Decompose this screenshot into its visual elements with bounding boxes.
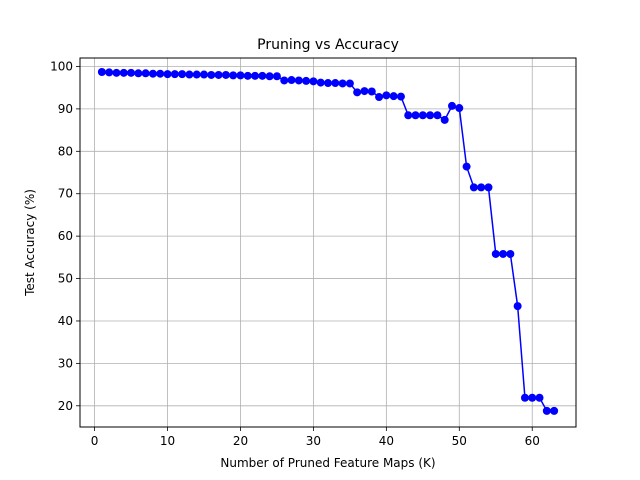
data-point — [127, 68, 136, 77]
data-point — [243, 71, 252, 80]
data-point — [411, 111, 420, 120]
grid — [80, 58, 576, 427]
x-tick-label: 50 — [452, 434, 467, 448]
series-layer — [97, 67, 559, 415]
data-point — [324, 79, 332, 88]
x-tick-label: 0 — [91, 434, 99, 448]
data-point — [192, 70, 201, 79]
data-point — [448, 101, 456, 110]
x-tick-label: 10 — [160, 434, 175, 448]
data-point — [513, 302, 522, 311]
data-point — [112, 68, 121, 77]
data-point — [214, 70, 223, 79]
data-point — [97, 67, 106, 76]
series-line — [101, 71, 555, 412]
data-point — [367, 87, 376, 96]
y-axis-ticks: 20 30 40 50 60 70 80 90 100 — [50, 59, 80, 413]
data-point — [163, 70, 172, 79]
data-point — [477, 183, 486, 192]
data-point — [185, 70, 194, 79]
data-point — [170, 70, 179, 79]
x-tick-label: 20 — [233, 434, 248, 448]
data-point — [229, 71, 238, 80]
data-point — [302, 76, 311, 85]
data-point — [134, 69, 143, 78]
data-point — [506, 249, 515, 258]
data-point — [382, 91, 391, 100]
data-point — [499, 249, 508, 258]
data-point — [280, 76, 289, 85]
data-point — [251, 71, 260, 80]
data-point — [294, 76, 303, 85]
data-point — [156, 69, 165, 78]
data-point — [542, 406, 551, 415]
data-point — [520, 393, 529, 402]
data-point — [440, 115, 449, 124]
data-point — [287, 76, 296, 85]
y-tick-label: 50 — [58, 272, 73, 286]
data-point — [389, 92, 398, 101]
data-point — [491, 249, 500, 258]
data-point — [258, 71, 267, 80]
y-tick-label: 40 — [58, 314, 73, 328]
data-point — [178, 70, 187, 79]
data-point — [331, 79, 340, 88]
data-point — [462, 162, 471, 171]
data-point — [338, 79, 347, 88]
data-point — [119, 68, 128, 77]
data-point — [141, 69, 150, 78]
data-point — [484, 183, 493, 192]
plot-frame — [79, 57, 577, 428]
data-point — [316, 78, 325, 87]
y-tick-label: 60 — [58, 229, 73, 243]
y-tick-label: 100 — [50, 59, 73, 73]
data-point — [272, 72, 281, 81]
data-point — [236, 71, 245, 80]
data-point — [265, 72, 274, 81]
x-axis-label: Number of Pruned Feature Maps (K) — [220, 456, 435, 470]
y-tick-label: 90 — [58, 102, 73, 116]
y-tick-label: 80 — [58, 144, 73, 158]
data-point — [396, 92, 405, 101]
x-tick-label: 60 — [525, 434, 540, 448]
data-point — [375, 93, 384, 102]
data-point — [345, 79, 354, 88]
data-point — [433, 111, 442, 120]
data-point — [455, 104, 464, 113]
x-tick-label: 40 — [379, 434, 394, 448]
data-point — [426, 111, 435, 120]
data-point — [353, 88, 362, 97]
data-point — [360, 87, 369, 96]
x-tick-label: 30 — [306, 434, 321, 448]
data-point — [469, 183, 478, 192]
data-point — [309, 77, 318, 86]
data-point — [535, 393, 544, 402]
data-point — [221, 70, 230, 79]
data-point — [207, 70, 216, 79]
data-point — [528, 393, 537, 402]
x-axis-ticks: 0 10 20 30 40 50 60 — [91, 427, 540, 448]
data-point — [404, 111, 413, 120]
data-point — [200, 70, 208, 79]
y-axis-label: Test Accuracy (%) — [23, 189, 37, 297]
y-tick-label: 20 — [58, 399, 73, 413]
data-point — [105, 68, 114, 77]
data-point — [550, 406, 559, 415]
y-tick-label: 70 — [58, 187, 73, 201]
data-point — [148, 69, 157, 78]
y-tick-label: 30 — [58, 356, 73, 370]
data-point — [418, 111, 427, 120]
chart-title: Pruning vs Accuracy — [257, 37, 399, 53]
